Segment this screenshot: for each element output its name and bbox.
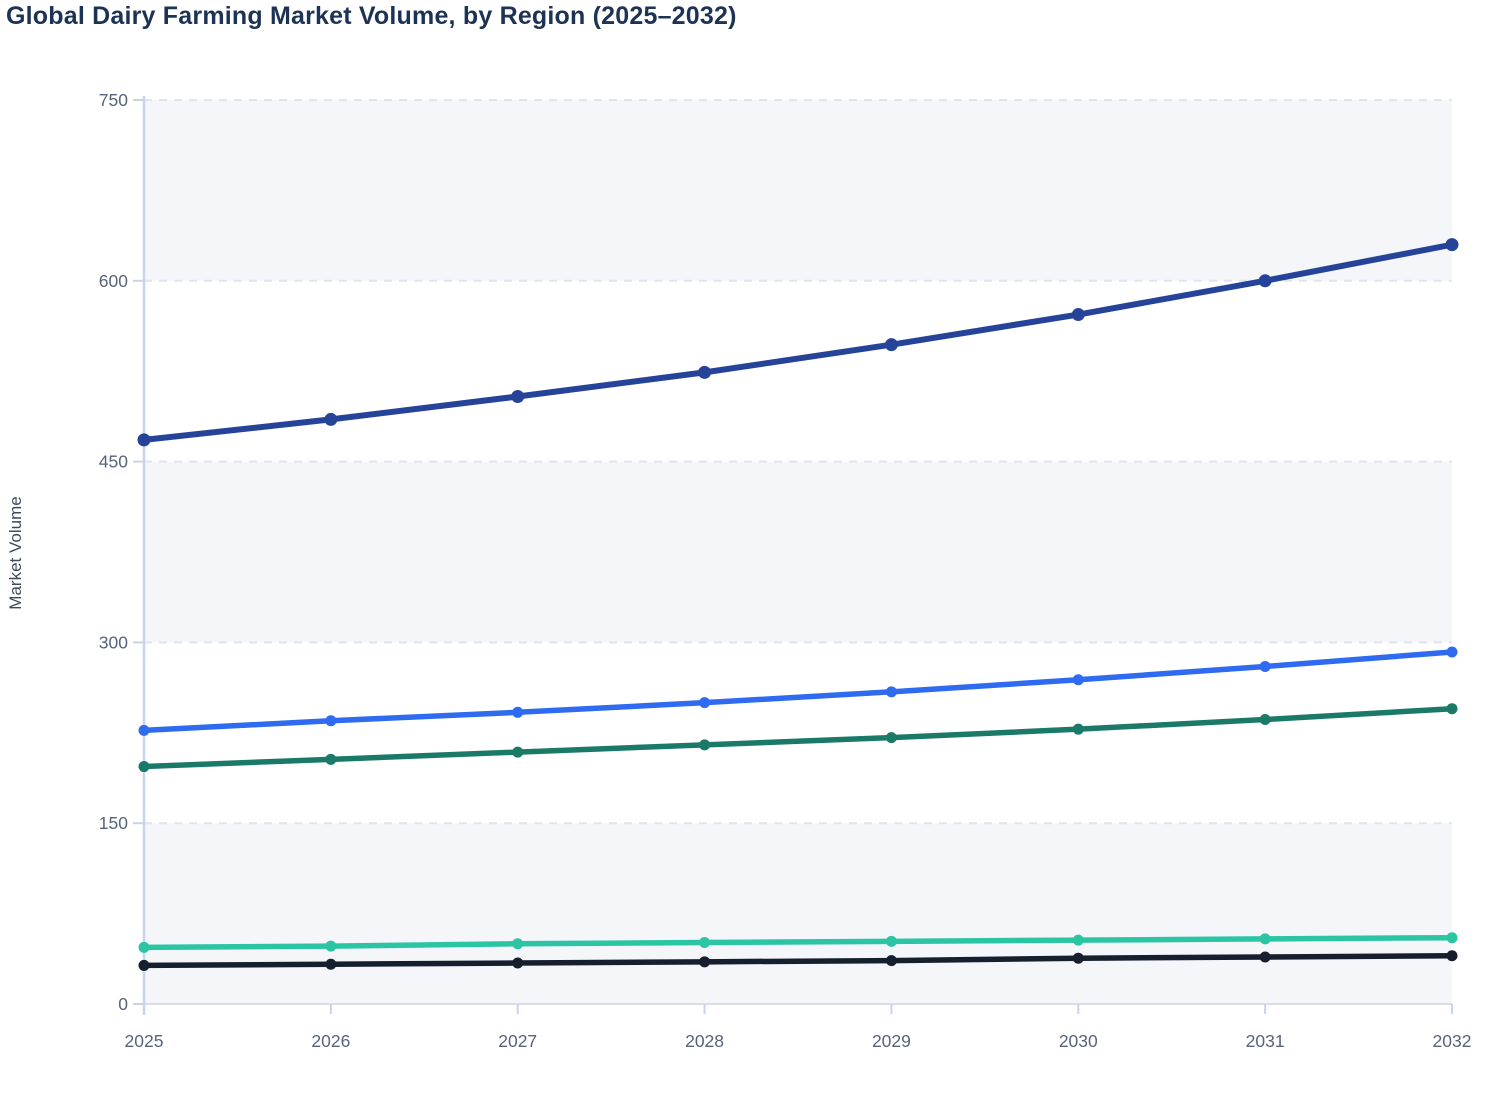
data-point-s3-2026[interactable] (325, 753, 337, 765)
data-point-s1-2029[interactable] (884, 338, 898, 352)
data-point-s2-2028[interactable] (699, 697, 711, 709)
data-point-s1-2027[interactable] (511, 390, 525, 404)
data-point-s4-2029[interactable] (885, 935, 897, 947)
y-tick-label-150: 150 (99, 813, 128, 833)
x-tick-label-2025: 2025 (125, 1031, 164, 1051)
data-point-s3-2030[interactable] (1072, 723, 1084, 735)
data-point-s3-2028[interactable] (699, 739, 711, 751)
data-point-s3-2029[interactable] (885, 732, 897, 744)
y-tick-label-450: 450 (99, 452, 128, 472)
data-point-s4-2031[interactable] (1259, 933, 1271, 945)
data-point-s4-2027[interactable] (512, 938, 524, 950)
series-line-4 (141, 934, 1455, 951)
data-point-s1-2030[interactable] (1071, 308, 1085, 322)
data-point-s4-2032[interactable] (1446, 932, 1458, 944)
data-point-s2-2027[interactable] (512, 706, 524, 718)
data-point-s2-2025[interactable] (138, 724, 150, 736)
data-point-s5-2029[interactable] (885, 955, 897, 967)
data-point-s1-2025[interactable] (137, 433, 151, 447)
y-tick-label-750: 750 (99, 90, 128, 110)
data-point-s5-2026[interactable] (325, 958, 337, 970)
x-tick-label-2026: 2026 (311, 1031, 350, 1051)
plot-band-0-150 (144, 823, 1452, 1004)
data-point-s3-2027[interactable] (512, 746, 524, 758)
data-point-s2-2030[interactable] (1072, 674, 1084, 686)
data-point-s1-2032[interactable] (1445, 238, 1459, 252)
data-point-s2-2031[interactable] (1259, 661, 1271, 673)
data-point-s4-2028[interactable] (699, 937, 711, 949)
y-tick-label-0: 0 (118, 994, 128, 1014)
y-axis-label: Market Volume (6, 496, 25, 610)
x-tick-label-2032: 2032 (1433, 1031, 1472, 1051)
data-point-s3-2025[interactable] (138, 761, 150, 773)
data-point-s5-2025[interactable] (138, 959, 150, 971)
data-point-s3-2032[interactable] (1446, 703, 1458, 715)
chart-title: Global Dairy Farming Market Volume, by R… (6, 2, 737, 30)
series-line-2 (141, 649, 1455, 734)
data-point-s3-2031[interactable] (1259, 714, 1271, 726)
x-tick-label-2031: 2031 (1246, 1031, 1285, 1051)
x-tick-label-2027: 2027 (498, 1031, 537, 1051)
data-point-s4-2026[interactable] (325, 940, 337, 952)
series-line-1 (141, 241, 1455, 443)
data-point-s1-2028[interactable] (698, 365, 712, 379)
y-tick-label-300: 300 (99, 632, 128, 652)
series-line-3 (141, 705, 1455, 770)
data-point-s1-2031[interactable] (1258, 274, 1272, 288)
data-point-s2-2032[interactable] (1446, 646, 1458, 658)
data-point-s4-2025[interactable] (138, 941, 150, 953)
x-tick-label-2029: 2029 (872, 1031, 911, 1051)
data-point-s2-2026[interactable] (325, 715, 337, 727)
y-tick-label-600: 600 (99, 271, 128, 291)
data-point-s4-2030[interactable] (1072, 934, 1084, 946)
data-point-s5-2027[interactable] (512, 957, 524, 969)
data-point-s5-2030[interactable] (1072, 952, 1084, 964)
plot-band-600-750 (144, 100, 1452, 281)
series-line-5 (141, 953, 1455, 969)
data-point-s1-2026[interactable] (324, 412, 338, 426)
data-point-s2-2029[interactable] (885, 686, 897, 698)
plot-band-300-450 (144, 461, 1452, 643)
data-point-s5-2031[interactable] (1259, 951, 1271, 963)
x-tick-label-2028: 2028 (685, 1031, 724, 1051)
data-point-s5-2032[interactable] (1446, 950, 1458, 962)
data-point-s5-2028[interactable] (699, 956, 711, 968)
x-tick-label-2030: 2030 (1059, 1031, 1098, 1051)
